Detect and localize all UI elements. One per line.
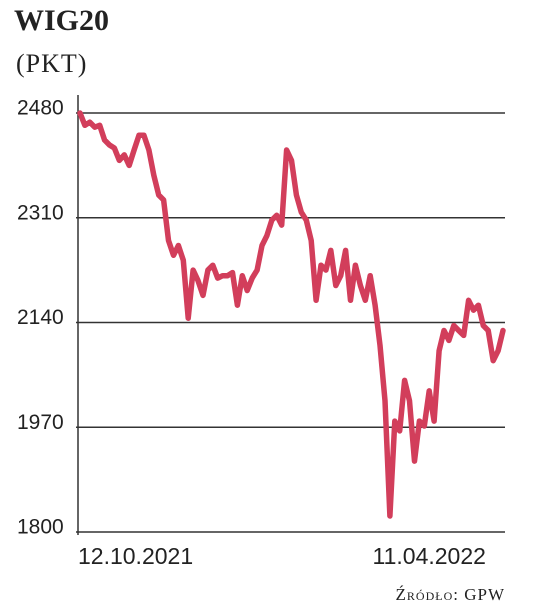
- y-tick-label: 1970: [17, 411, 64, 434]
- source: Źródło: GPW: [396, 585, 505, 604]
- chart-subtitle: (PKT): [16, 49, 87, 78]
- y-tick-label: 2140: [17, 306, 64, 329]
- y-tick-label: 1800: [17, 516, 64, 539]
- y-tick-label: 2480: [17, 97, 64, 120]
- y-tick-label: 2310: [17, 201, 64, 224]
- chart-title: WIG20: [14, 4, 109, 37]
- x-tick-label: 12.10.2021: [78, 543, 193, 569]
- x-tick-label: 11.04.2022: [373, 543, 486, 569]
- line: [77, 110, 506, 519]
